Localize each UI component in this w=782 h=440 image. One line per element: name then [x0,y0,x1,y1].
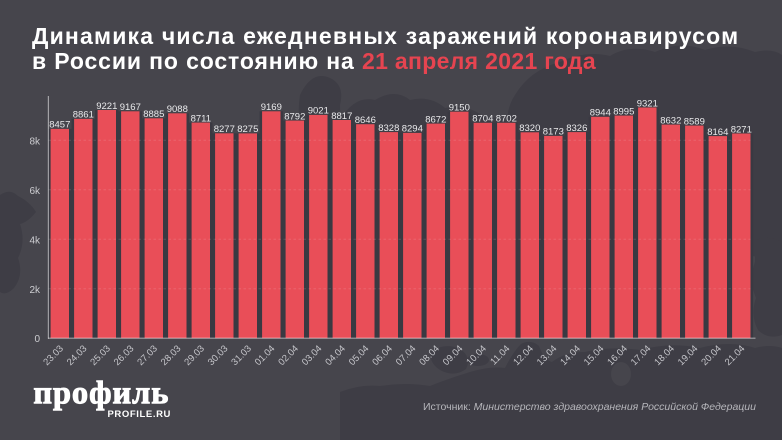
svg-text:31.03: 31.03 [229,343,254,368]
svg-text:24.03: 24.03 [65,343,90,368]
svg-text:8861: 8861 [73,110,94,121]
svg-text:4k: 4k [29,236,41,247]
svg-text:05.04: 05.04 [347,343,372,368]
svg-text:8275: 8275 [237,124,258,135]
svg-text:8457: 8457 [49,120,70,131]
svg-text:8944: 8944 [590,108,611,119]
svg-text:28.03: 28.03 [159,343,184,368]
svg-text:8173: 8173 [543,127,564,138]
svg-text:8646: 8646 [355,115,376,126]
svg-text:9088: 9088 [167,104,188,115]
svg-text:8328: 8328 [378,123,399,134]
svg-text:9221: 9221 [96,101,117,112]
svg-text:9150: 9150 [449,103,470,114]
svg-text:8711: 8711 [191,113,211,124]
svg-text:23.03: 23.03 [41,343,66,368]
svg-text:9169: 9169 [261,102,282,113]
svg-text:02.04: 02.04 [276,343,301,368]
svg-text:8702: 8702 [496,114,517,125]
svg-text:8271: 8271 [731,124,752,135]
svg-text:0: 0 [34,334,40,345]
svg-text:8589: 8589 [684,116,705,127]
svg-text:8164: 8164 [707,127,728,138]
svg-text:8885: 8885 [143,109,164,120]
svg-text:25.03: 25.03 [88,343,113,368]
svg-text:8320: 8320 [519,123,540,134]
svg-text:9167: 9167 [120,102,141,113]
svg-text:9321: 9321 [637,98,658,109]
svg-text:2k: 2k [29,285,41,296]
svg-text:8326: 8326 [566,123,587,134]
svg-text:04.04: 04.04 [323,343,348,368]
svg-text:07.04: 07.04 [394,343,419,368]
svg-text:30.03: 30.03 [206,343,231,368]
svg-text:01.04: 01.04 [253,343,278,368]
svg-text:27.03: 27.03 [135,343,160,368]
svg-text:8672: 8672 [425,114,446,125]
svg-text:26.03: 26.03 [112,343,137,368]
svg-text:8632: 8632 [660,115,681,126]
svg-text:PROFILE.RU: PROFILE.RU [107,409,171,420]
svg-text:8704: 8704 [472,114,493,125]
svg-text:06.04: 06.04 [370,343,395,368]
svg-text:8995: 8995 [613,106,634,117]
svg-text:03.04: 03.04 [300,343,325,368]
svg-text:29.03: 29.03 [182,343,207,368]
svg-text:8k: 8k [29,137,41,148]
svg-text:6k: 6k [29,186,41,197]
svg-text:8792: 8792 [284,111,305,122]
svg-text:9021: 9021 [308,106,329,117]
svg-text:8294: 8294 [402,124,423,135]
svg-text:8817: 8817 [331,111,352,122]
svg-text:8277: 8277 [214,124,235,135]
